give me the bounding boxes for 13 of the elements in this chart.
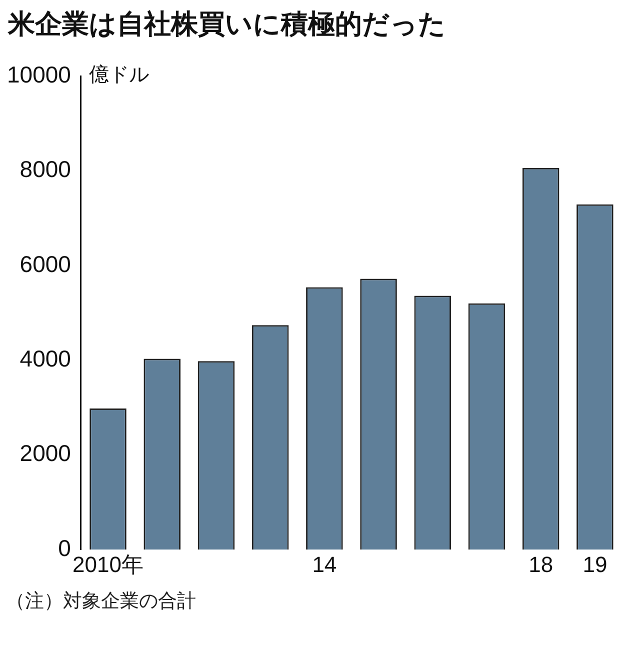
y-tick-label: 4000 (20, 346, 71, 372)
y-tick-label: 0 (58, 534, 71, 561)
y-tick-label: 8000 (20, 156, 71, 182)
x-tick-label: 18 (528, 552, 554, 577)
x-tick-label: 14 (312, 552, 337, 577)
y-tick-label: 6000 (20, 250, 71, 277)
y-tick-label: 10000 (6, 61, 71, 88)
x-tick-label: 2010年 (72, 552, 144, 577)
y-tick-label: 2000 (20, 440, 71, 466)
x-tick-label: 19 (582, 552, 608, 577)
chart-title: 米企業は自社株買いに積極的だった (6, 8, 447, 42)
text: （注）対象企業の合計 (5, 589, 197, 614)
y-axis-title: 億ドル (88, 62, 149, 86)
